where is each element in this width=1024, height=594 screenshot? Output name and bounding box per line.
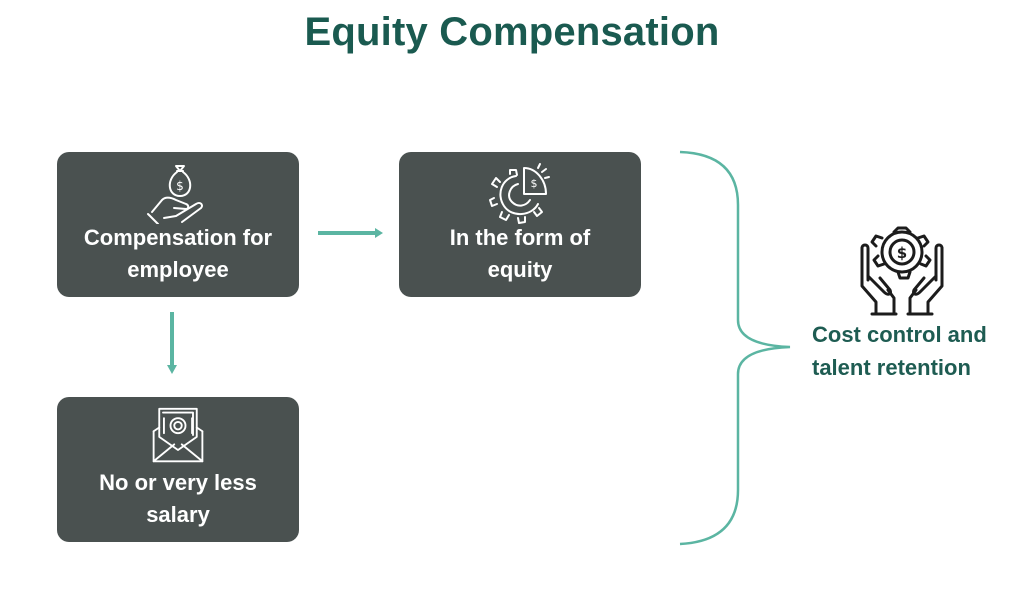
left-hand [860,243,898,316]
result-label-line-2: talent retention [812,355,971,380]
money-envelope-icon [152,407,204,463]
box-label: In the form of equity [399,222,641,286]
box-compensation-for-employee: $ Compensation for employee [57,152,299,297]
box-label-line-2: employee [127,257,229,282]
box-label-line-2: salary [146,502,210,527]
box-label-line-1: No or very less [99,470,257,495]
box-label-line-1: Compensation for [83,225,273,250]
gear: $ [870,226,932,280]
box-no-or-very-less-salary: No or very less salary [57,397,299,542]
page-title: Equity Compensation [304,10,720,54]
right-hand [906,243,944,316]
arrow-right [318,228,383,238]
money-bag-hand-icon: $ [147,165,204,224]
hands-gear-dollar-icon: $ [860,226,944,316]
svg-text:$: $ [176,179,184,193]
svg-text:$: $ [897,244,907,262]
svg-text:$: $ [531,177,538,190]
box-label: Compensation for employee [57,222,299,286]
arrow-down [167,312,177,374]
box-in-the-form-of-equity: $ In the form of equity [399,152,641,297]
result-label-line-1: Cost control and [812,322,987,347]
box-label: No or very less salary [57,467,299,531]
box-label-line-1: In the form of [449,225,591,250]
gear-pie-chart-icon: $ [489,163,550,224]
box-label-line-2: equity [487,257,553,282]
curly-brace [679,150,791,546]
result-label: Cost control and talent retention [812,318,1012,384]
